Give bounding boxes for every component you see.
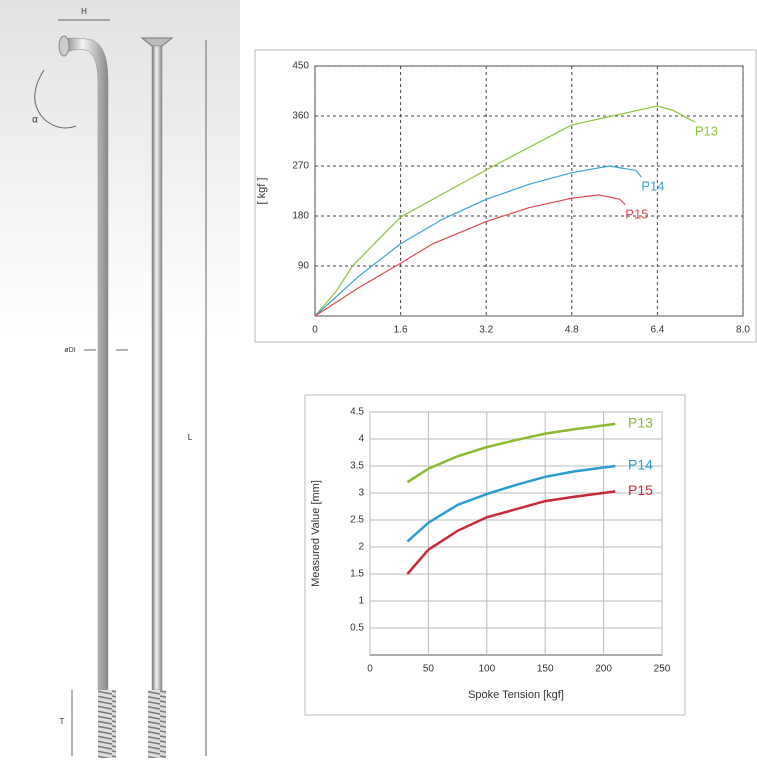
x-tick-label: 6.4: [650, 325, 664, 336]
spoke-diagram: H α øDI L T: [32, 7, 207, 758]
y-tick-label: 1: [358, 596, 364, 607]
series-line: [406, 464, 616, 543]
y-tick-label: 3: [358, 488, 364, 499]
y-axis-label: [ kgf ]: [256, 178, 268, 205]
x-axis-label: Spoke Tension [kgf]: [468, 689, 564, 701]
x-tick-label: 250: [654, 664, 671, 675]
angle-arc: [34, 69, 77, 129]
series-line: [314, 194, 626, 317]
y-tick-label: 3.5: [350, 461, 364, 472]
y-tick-label: 2: [358, 542, 364, 553]
y-tick-label: 90: [298, 261, 310, 272]
x-tick-label: 3.2: [479, 325, 493, 336]
series-label: P15: [628, 482, 653, 498]
thread: [98, 690, 116, 758]
series-line: [314, 105, 696, 317]
series-label: P14: [628, 457, 653, 473]
series-label: P13: [628, 415, 653, 431]
dim-label: L: [188, 433, 193, 442]
dim-label: øDI: [64, 347, 75, 354]
x-tick-label: 150: [537, 664, 554, 675]
x-tick-label: 0: [367, 664, 373, 675]
y-axis-label: Measured Value [mm]: [310, 480, 322, 587]
plot-area: [314, 65, 744, 317]
y-tick-label: 1.5: [350, 569, 364, 580]
series-line: [406, 422, 616, 484]
series-line: [406, 490, 616, 575]
x-tick-label: 0: [312, 325, 318, 336]
y-tick-label: 360: [292, 111, 309, 122]
y-tick-label: 270: [292, 161, 309, 172]
y-tick-label: 4: [358, 434, 364, 445]
series-label: P13: [695, 124, 718, 139]
plot-area: [369, 411, 663, 656]
straight-spoke: [151, 45, 163, 691]
series-label: P15: [625, 206, 648, 221]
y-tick-label: 2.5: [350, 515, 364, 526]
y-tick-label: 450: [292, 61, 309, 72]
x-tick-label: 8.0: [736, 325, 750, 336]
y-tick-label: 4.5: [350, 407, 364, 418]
thread: [148, 690, 166, 758]
diagram-background: [0, 0, 240, 761]
x-tick-label: 200: [595, 664, 612, 675]
spoke-head: [58, 35, 70, 57]
y-tick-label: 180: [292, 211, 309, 222]
y-tick-label: 0.5: [350, 623, 364, 634]
series-label: P14: [641, 179, 664, 194]
x-tick-label: 1.6: [394, 325, 408, 336]
x-tick-label: 4.8: [565, 325, 579, 336]
x-tick-label: 100: [478, 664, 495, 675]
chart-frame: [304, 394, 686, 716]
dim-label: T: [60, 717, 65, 726]
dim-label: α: [32, 115, 38, 126]
series-line: [314, 165, 642, 317]
dim-label: H: [81, 7, 87, 16]
x-tick-label: 50: [423, 664, 435, 675]
chart-frame: [254, 49, 757, 343]
